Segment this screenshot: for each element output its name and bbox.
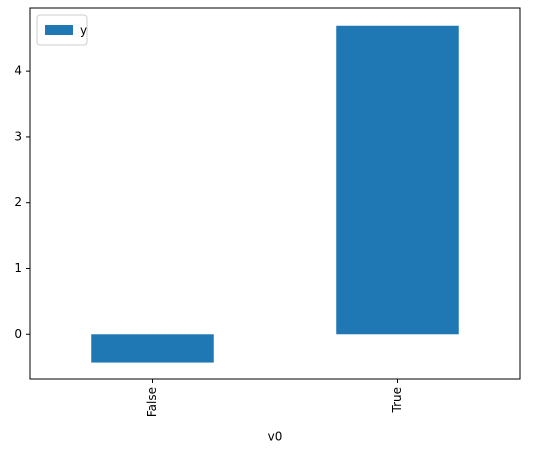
y-tick-label: 4 — [14, 64, 22, 78]
x-axis-label: v0 — [268, 430, 283, 444]
bar — [336, 25, 459, 335]
legend-label: y — [80, 24, 87, 38]
y-tick-label: 0 — [14, 327, 22, 341]
legend-swatch — [45, 25, 73, 35]
x-tick-label: True — [390, 387, 404, 414]
x-tick-label: False — [145, 387, 159, 417]
bar — [91, 334, 214, 363]
y-tick-label: 1 — [14, 261, 22, 275]
y-tick-label: 3 — [14, 129, 22, 143]
y-tick-label: 2 — [14, 195, 22, 209]
plot-frame — [29, 7, 521, 380]
